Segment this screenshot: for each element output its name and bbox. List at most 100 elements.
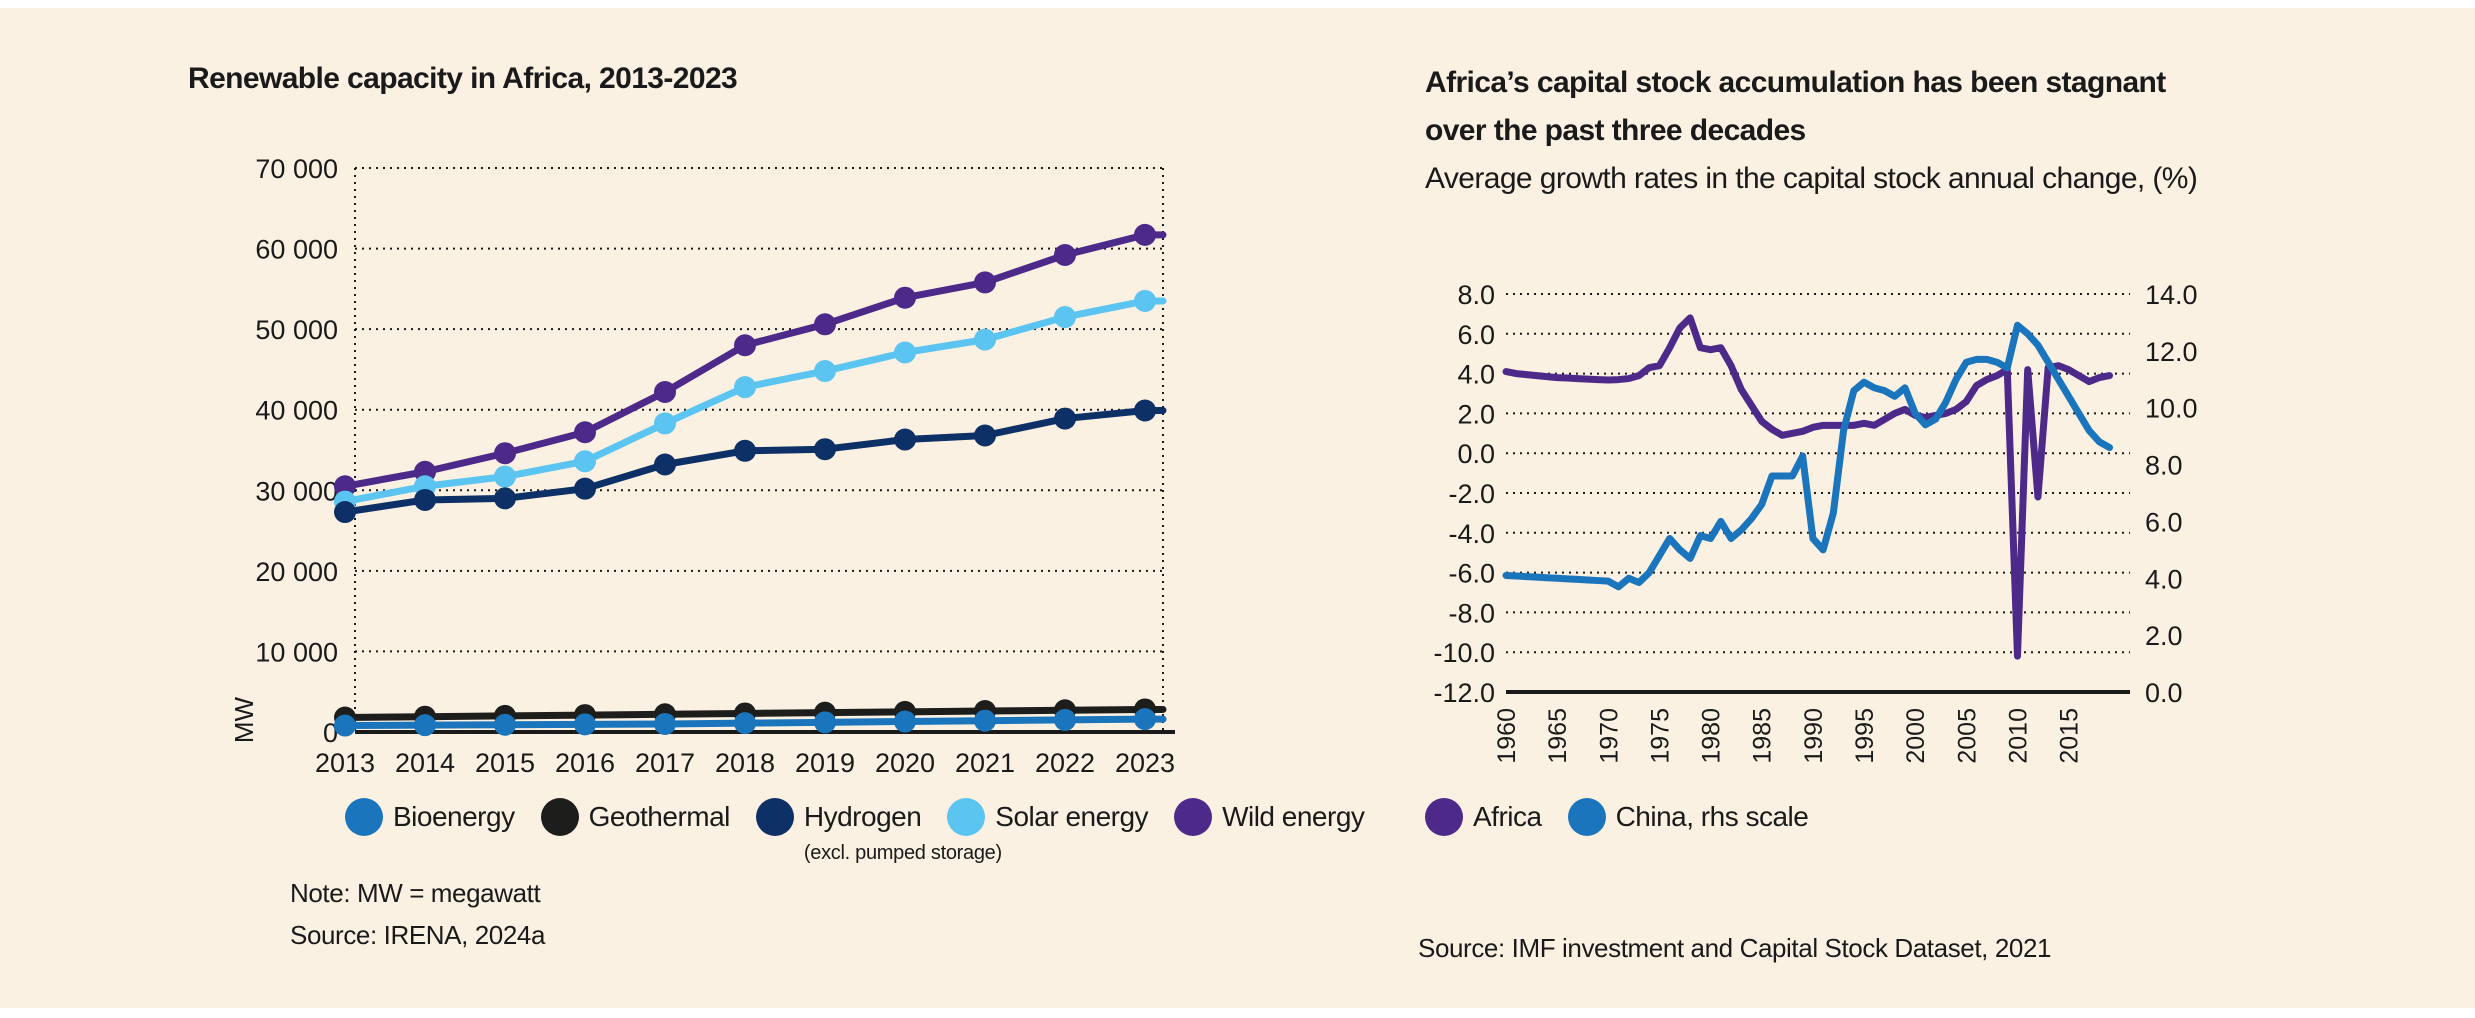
- legend-swatch-hydrogen: [755, 798, 794, 836]
- data-point-solar-energy: [734, 376, 756, 399]
- y-tick-label-left: -4.0: [1448, 519, 1495, 549]
- data-point-solar-energy: [814, 360, 836, 383]
- y-tick-label-right: 12.0: [2145, 337, 2198, 367]
- y-tick-label-right: 6.0: [2145, 507, 2183, 537]
- legend-item-geothermal: Geothermal: [540, 798, 731, 836]
- data-point-solar-energy: [894, 341, 916, 364]
- legend-swatch-wild: [1174, 798, 1213, 836]
- data-point-solar-energy: [494, 465, 516, 488]
- x-tick-label: 1990: [1800, 708, 1828, 764]
- legend-label-geothermal: Geothermal: [588, 801, 731, 832]
- data-point-bioenergy: [814, 711, 836, 734]
- data-point-wild-energy: [974, 271, 996, 294]
- data-point-wild-energy: [574, 421, 596, 444]
- x-tick-label: 2016: [555, 748, 615, 778]
- x-tick-label: 2017: [635, 748, 695, 778]
- data-point-bioenergy: [334, 714, 356, 737]
- legend-label-hydrogen: Hydrogen: [803, 801, 922, 832]
- y-tick-label: 70 000: [255, 154, 338, 184]
- y-tick-label-left: -8.0: [1448, 598, 1495, 628]
- x-tick-label: 1975: [1646, 708, 1674, 764]
- y-tick-label-left: 6.0: [1457, 320, 1495, 350]
- data-point-hydrogen: [334, 501, 356, 524]
- legend-label-solar: Solar energy: [995, 801, 1149, 832]
- data-point-hydrogen: [494, 487, 516, 510]
- legend-item-china: China, rhs scale: [1567, 798, 1809, 836]
- x-tick-label: 2021: [955, 748, 1015, 778]
- right-chart-plot: -12.0 -10.0 -8.0 -6.0 -4.0 -2.0 0.0 2.0 4.0 6.0 8.…: [1433, 280, 2198, 764]
- data-point-wild-energy: [734, 334, 756, 357]
- y-tick-label-left: 2.0: [1457, 399, 1495, 429]
- x-tick-label: 2014: [395, 748, 455, 778]
- legend-item-bioenergy: Bioenergy: [345, 798, 515, 836]
- y-tick-label-right: 14.0: [2145, 280, 2198, 310]
- x-tick-label: 2015: [475, 748, 535, 778]
- x-tick-label: 2000: [1902, 708, 1930, 764]
- y-tick-label-left: 0.0: [1457, 439, 1495, 469]
- x-tick-label: 2023: [1115, 748, 1175, 778]
- x-tick-label: 1970: [1595, 708, 1623, 764]
- legend-item-hydrogen: Hydrogen (excl. pumped storage): [755, 798, 1002, 864]
- data-point-bioenergy: [894, 710, 916, 733]
- data-point-solar-energy: [654, 412, 676, 435]
- data-point-hydrogen: [574, 477, 596, 500]
- right-chart-subtitle: Average growth rates in the capital stoc…: [1425, 162, 2198, 195]
- data-point-bioenergy: [974, 709, 996, 732]
- y-tick-label-left: -12.0: [1433, 678, 1495, 708]
- x-tick-label: 2019: [795, 748, 855, 778]
- right-chart-title-line1: Africa’s capital stock accumulation has …: [1425, 66, 2166, 99]
- y-tick-label: 30 000: [255, 476, 338, 506]
- data-point-hydrogen: [1054, 407, 1076, 430]
- right-source: Source: IMF investment and Capital Stock…: [1418, 933, 2052, 963]
- x-tick-label: 2022: [1035, 748, 1095, 778]
- left-chart-title: Renewable capacity in Africa, 2013-2023: [188, 62, 738, 95]
- y-tick-label-left: 4.0: [1457, 360, 1495, 390]
- data-point-hydrogen: [894, 428, 916, 451]
- legend-swatch-bioenergy: [345, 798, 383, 836]
- x-tick-label: 1985: [1749, 708, 1777, 764]
- data-point-hydrogen: [414, 488, 436, 511]
- data-point-solar-energy: [574, 450, 596, 473]
- data-point-hydrogen: [974, 424, 996, 447]
- data-point-wild-energy: [334, 475, 356, 498]
- x-tick-label: 1980: [1698, 708, 1726, 764]
- x-tick-label: 2005: [1953, 708, 1981, 764]
- legend-label-wild: Wild energy: [1222, 801, 1365, 832]
- data-point-bioenergy: [734, 712, 756, 735]
- left-legend: Bioenergy Geothermal Hydrogen (excl. pum…: [345, 798, 1390, 864]
- data-point-hydrogen: [814, 438, 836, 461]
- legend-label-china: China, rhs scale: [1615, 801, 1809, 832]
- y-tick-label-left: -10.0: [1433, 638, 1495, 668]
- data-point-solar-energy: [974, 328, 996, 351]
- y-tick-label-right: 2.0: [2145, 621, 2183, 651]
- data-point-bioenergy: [494, 713, 516, 736]
- x-tick-label: 2020: [875, 748, 935, 778]
- left-note: Note: MW = megawatt: [290, 878, 541, 908]
- x-tick-label: 2015: [2056, 708, 2084, 764]
- y-tick-label: 20 000: [255, 557, 338, 587]
- x-tick-label: 2013: [315, 748, 375, 778]
- x-tick-label: 2018: [715, 748, 775, 778]
- y-tick-label-right: 10.0: [2145, 394, 2198, 424]
- y-tick-label-right: 4.0: [2145, 564, 2183, 594]
- data-point-bioenergy: [654, 712, 676, 735]
- legend-item-africa: Africa: [1425, 798, 1542, 836]
- y-tick-label: 10 000: [255, 637, 338, 667]
- y-tick-label: 60 000: [255, 235, 338, 265]
- x-tick-label: 2010: [2004, 708, 2032, 764]
- x-tick-label: 1995: [1851, 708, 1879, 764]
- data-point-wild-energy: [894, 286, 916, 309]
- legend-sublabel-hydrogen: (excl. pumped storage): [803, 842, 1002, 864]
- data-point-hydrogen: [654, 453, 676, 476]
- legend-swatch-solar: [947, 798, 986, 836]
- legend-label-africa: Africa: [1473, 801, 1542, 832]
- y-tick-label-right: 0.0: [2145, 678, 2183, 708]
- data-point-wild-energy: [494, 442, 516, 465]
- y-tick-label-left: 8.0: [1457, 280, 1495, 310]
- figure-panel: Renewable capacity in Africa, 2013-2023 …: [0, 8, 2475, 1008]
- legend-item-wild: Wild energy: [1174, 798, 1365, 836]
- legend-label-bioenergy: Bioenergy: [393, 801, 515, 832]
- left-source: Source: IRENA, 2024a: [290, 920, 546, 950]
